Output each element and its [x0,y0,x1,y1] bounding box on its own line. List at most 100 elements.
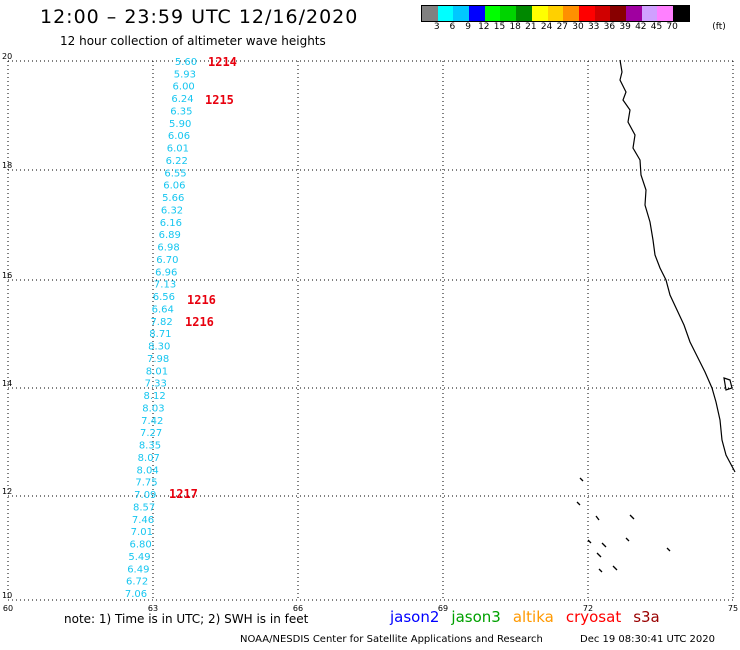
map-title: 12:00 – 23:59 UTC 12/16/2020 [40,6,359,28]
island-shape [579,477,584,482]
wave-height-label: 8.04 [136,465,158,476]
pass-label: 1216 [187,293,216,307]
legend-label: 6 [449,22,456,32]
satellite-legend-altika: altika [512,608,554,626]
legend-swatch [641,6,658,21]
wave-height-label: 8.30 [148,342,170,353]
coastline [576,59,736,573]
satellite-legend-cryosat: cryosat [565,608,622,626]
wave-height-label: 6.96 [155,267,177,278]
lat-label: 12 [2,487,12,496]
wave-height-label: 6.06 [168,131,190,142]
map-subtitle: 12 hour collection of altimeter wave hei… [60,34,326,48]
lon-label: 60 [3,604,13,613]
legend-swatch [484,6,501,21]
pass-label: 1216 [185,315,214,329]
legend-swatch [547,6,564,21]
wave-height-labels: 5.605.936.006.246.355.906.066.016.226.55… [125,57,197,600]
lat-label: 14 [2,379,12,388]
legend-label: 21 [525,22,537,32]
wave-height-label: 6.89 [159,230,181,241]
pass-labels: 1214 1215 1216 1216 1217 [169,55,237,501]
wave-height-label: 7.06 [125,589,147,600]
wave-height-label: 7.33 [145,379,167,390]
pass-label: 1215 [205,93,234,107]
wave-height-label: 8.12 [143,391,165,402]
lon-label: 75 [728,604,738,613]
legend-label: 15 [493,22,506,32]
wave-height-label: 7.27 [140,428,162,439]
legend-label: 42 [635,22,647,32]
credit-text: NOAA/NESDIS Center for Satellite Applica… [240,634,543,645]
wave-height-label: 7.82 [150,317,172,328]
wave-height-label: 6.22 [166,156,188,167]
wave-height-label: 7.01 [131,527,153,538]
generated-timestamp: Dec 19 08:30:41 UTC 2020 [580,634,715,645]
lat-label: 10 [2,591,12,600]
wave-height-label: 6.00 [173,82,195,93]
legend-label: 24 [540,22,553,32]
island-shape [629,514,635,520]
legend-label: 27 [556,22,569,32]
pass-label: 1217 [169,487,198,501]
lon-label: 72 [583,604,593,613]
wave-height-label: 6.49 [127,564,149,575]
legend-unit: (ft) [712,22,726,32]
wave-height-label: 5.93 [174,69,196,80]
legend-swatch [469,6,485,21]
wave-height-label: 5.60 [175,57,197,68]
island-shape [666,547,671,552]
wave-height-label: 8.35 [139,441,161,452]
pass-label: 1214 [208,55,237,69]
island-shape [601,542,607,548]
legend-swatch [578,6,595,21]
wave-height-label: 7.09 [134,490,156,501]
island-shape [723,377,733,391]
wave-height-label: 7.42 [141,416,163,427]
wave-height-label: 6.24 [171,94,193,105]
wave-height-label: 6.06 [163,181,185,192]
island-shape [587,539,592,544]
satellite-legend-jason2: jason2 [390,608,440,626]
legend-label: 45 [650,22,663,32]
island-shape [596,552,602,558]
wave-height-label: 6.16 [160,218,182,229]
wave-height-label: 6.55 [164,168,186,179]
axis-labels: 60 63 66 69 72 75 20 18 16 14 12 10 [2,52,738,613]
legend-swatch [453,6,470,21]
legend-label: 3 [433,22,440,32]
legend-swatch [673,6,689,21]
island-shape [625,537,630,542]
units-note: note: 1) Time is in UTC; 2) SWH is in fe… [64,612,309,626]
wave-height-label: 7.75 [135,478,157,489]
wave-height-label: 5.90 [169,119,191,130]
wave-height-label: 5.66 [162,193,184,204]
satellite-legend: jason2 jason3 altika cryosat s3a [390,608,672,626]
wave-height-label: 6.80 [130,540,152,551]
satellite-legend-jason3: jason3 [451,608,501,626]
legend-label: 36 [603,22,616,32]
wave-height-label: 7.46 [132,515,154,526]
wave-height-legend-labels: 3 6 9 12 15 18 21 24 27 30 33 36 39 42 45 70 (ft) [421,22,731,34]
lon-label: 63 [148,604,158,613]
lon-label: 69 [438,604,448,613]
legend-swatch [657,6,673,21]
wave-height-label: 6.98 [157,243,179,254]
legend-swatch [422,6,438,21]
lat-label: 18 [2,161,12,170]
legend-label: 9 [465,22,471,32]
wave-height-label: 6.64 [152,304,174,315]
satellite-legend-s3a: s3a [633,608,660,626]
lon-label: 66 [293,604,303,613]
wave-height-label: 6.72 [126,577,148,588]
legend-label: 30 [572,22,584,32]
legend-swatch [610,6,626,21]
wave-height-label: 8.01 [146,366,168,377]
legend-swatch [625,6,642,21]
island-shape [595,515,600,521]
legend-label: 33 [587,22,600,32]
wave-height-label: 8.71 [149,329,171,340]
wave-height-label: 8.03 [142,403,164,414]
lat-label: 16 [2,271,12,280]
